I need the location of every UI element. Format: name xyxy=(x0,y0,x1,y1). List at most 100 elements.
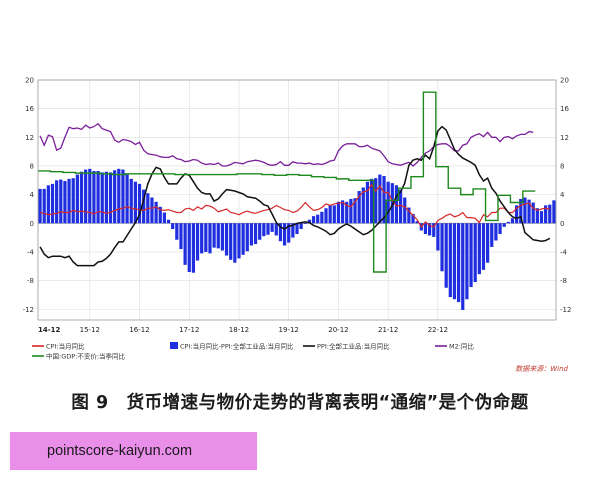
bar xyxy=(278,223,283,242)
bar-series xyxy=(38,168,556,310)
bar xyxy=(473,223,477,283)
y-tick-label-left: 20 xyxy=(25,77,34,85)
bar xyxy=(245,223,249,252)
bar xyxy=(233,223,237,263)
legend-label: PPI:全部工业品:当月同比 xyxy=(317,342,390,351)
y-tick-label-left: -8 xyxy=(27,277,34,285)
bar xyxy=(444,223,448,288)
bar xyxy=(527,199,531,224)
bar xyxy=(96,170,100,224)
bar xyxy=(336,201,341,224)
bar xyxy=(274,223,278,236)
cpi-line xyxy=(39,183,550,228)
gdp-line xyxy=(38,91,536,273)
legend-swatch xyxy=(170,342,178,349)
bar xyxy=(411,213,415,224)
bar xyxy=(229,223,233,260)
bar xyxy=(179,223,183,250)
bar xyxy=(535,208,539,224)
y-tick-label-right: 12 xyxy=(560,134,569,142)
legend-label: CPI:当月同比 xyxy=(46,342,85,351)
bar xyxy=(121,169,125,224)
bar xyxy=(50,183,55,224)
bar xyxy=(506,221,510,224)
bar xyxy=(369,178,374,224)
bar xyxy=(461,223,465,310)
legend-label: CPI:当月同比-PPI:全部工业品:当月同比 xyxy=(180,342,294,351)
bar xyxy=(191,223,196,273)
legend-label: M2:同比 xyxy=(449,342,474,351)
bar xyxy=(200,223,204,254)
bar xyxy=(440,223,444,272)
bar xyxy=(162,212,167,224)
bar xyxy=(137,183,142,224)
bar xyxy=(150,197,154,224)
bar xyxy=(498,223,502,235)
bar xyxy=(154,201,158,224)
bar xyxy=(38,188,42,224)
bar xyxy=(311,216,316,224)
x-tick-label: 17-12 xyxy=(179,326,199,334)
bar xyxy=(270,223,274,232)
y-tick-label-left: -4 xyxy=(27,248,35,256)
bar xyxy=(166,219,171,224)
bar xyxy=(328,205,332,224)
x-tick-label: 20-12 xyxy=(328,326,348,334)
x-tick-label: 22-12 xyxy=(428,326,448,334)
bar xyxy=(117,168,121,224)
bar xyxy=(307,219,312,224)
bar xyxy=(332,205,336,224)
bar xyxy=(403,197,407,224)
bar xyxy=(55,180,59,224)
bar xyxy=(187,223,191,272)
bar xyxy=(171,223,175,230)
y-tick-label-right: -12 xyxy=(560,306,571,314)
y-tick-label-right: 16 xyxy=(560,105,569,113)
bar xyxy=(303,223,307,224)
bar xyxy=(357,191,361,224)
bar xyxy=(378,174,382,224)
y-tick-label-right: 20 xyxy=(560,77,569,85)
bar xyxy=(253,223,258,245)
y-tick-label-left: 4 xyxy=(30,191,35,199)
bar xyxy=(129,178,133,224)
ppi-line xyxy=(39,125,551,267)
bar xyxy=(427,223,432,236)
legend-label: 中国:GDP:不变价:当季同比 xyxy=(46,352,126,361)
x-tick-label: 21-12 xyxy=(378,326,398,334)
bar xyxy=(436,223,440,251)
bar xyxy=(374,178,378,224)
bar xyxy=(316,214,320,224)
bar xyxy=(295,223,299,235)
source-annotation: 数据来源：Wind xyxy=(515,365,568,373)
bar xyxy=(510,218,515,224)
bar xyxy=(515,205,519,224)
x-tick-label: 16-12 xyxy=(129,326,149,334)
bar xyxy=(490,223,494,247)
bar xyxy=(523,197,527,224)
bar xyxy=(415,221,419,224)
bar xyxy=(299,223,303,230)
bar xyxy=(142,189,146,224)
bar xyxy=(287,223,291,243)
bar xyxy=(241,223,245,255)
bar xyxy=(216,223,220,249)
bar xyxy=(108,172,113,224)
bar xyxy=(220,223,225,251)
bar xyxy=(133,181,138,224)
chart: 20 20 16 16 12 12 8 8 4 4 0 0 -4 -4 -8 -8 -12 -12 14-12 15-… xyxy=(23,77,572,361)
x-tick-label: 14-12 xyxy=(38,326,61,334)
bar xyxy=(88,168,92,224)
bar xyxy=(113,170,117,224)
bar xyxy=(266,223,270,235)
bar xyxy=(452,223,457,300)
bar xyxy=(92,170,96,224)
bar xyxy=(340,200,345,224)
bar xyxy=(175,223,179,240)
bar xyxy=(494,223,498,241)
bar xyxy=(382,176,386,224)
tick-labels: 20 20 16 16 12 12 8 8 4 4 0 0 -4 -4 -8 -8 -12 -12 14-12 15-… xyxy=(23,77,572,335)
bar xyxy=(63,181,67,224)
bar xyxy=(423,223,428,235)
bar xyxy=(345,201,349,224)
